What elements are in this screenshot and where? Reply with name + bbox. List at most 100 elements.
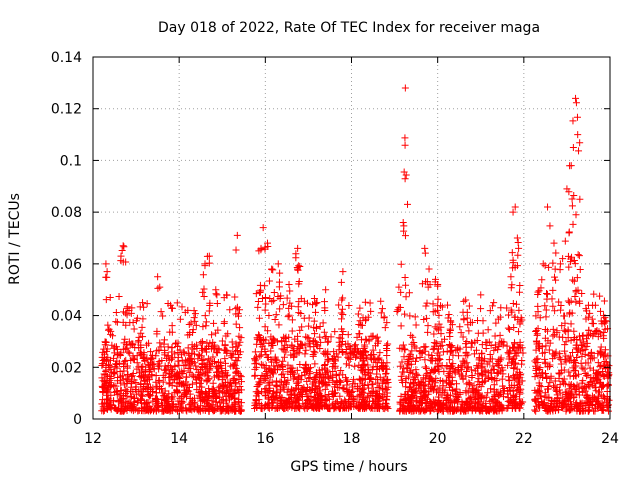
data-point	[205, 307, 213, 315]
data-point	[568, 253, 576, 261]
data-point	[104, 361, 112, 369]
data-point	[503, 342, 511, 350]
data-point	[232, 320, 240, 328]
data-point	[282, 398, 290, 406]
data-point	[133, 359, 141, 367]
data-point	[374, 376, 382, 384]
data-point	[537, 383, 545, 391]
data-point	[587, 374, 595, 382]
data-point	[106, 401, 114, 409]
data-point	[556, 386, 564, 394]
data-point	[416, 407, 424, 415]
data-point	[251, 355, 259, 363]
data-point	[176, 368, 184, 376]
data-point	[251, 355, 259, 363]
data-point	[417, 378, 425, 386]
data-point	[423, 399, 431, 407]
data-point	[203, 252, 211, 260]
data-point	[555, 370, 563, 378]
data-point	[312, 374, 320, 382]
data-point	[422, 302, 430, 310]
data-point	[598, 383, 606, 391]
data-point	[590, 290, 598, 298]
data-point	[378, 364, 386, 372]
data-point	[457, 403, 465, 411]
data-point	[537, 284, 545, 292]
data-point	[124, 362, 132, 370]
data-point	[343, 385, 351, 393]
data-point	[204, 355, 212, 363]
data-point	[439, 377, 447, 385]
data-point	[324, 404, 332, 412]
data-point	[572, 211, 580, 219]
data-point	[508, 249, 516, 257]
data-point	[447, 318, 455, 326]
data-point	[516, 379, 524, 387]
data-point	[605, 396, 613, 404]
data-point	[272, 381, 280, 389]
data-point	[310, 347, 318, 355]
data-point	[546, 379, 554, 387]
data-point	[430, 339, 438, 347]
data-point	[173, 389, 181, 397]
data-point	[434, 295, 442, 303]
data-point	[184, 331, 192, 339]
data-point	[497, 339, 505, 347]
data-point	[510, 354, 518, 362]
data-point	[303, 334, 311, 342]
data-point	[514, 251, 522, 259]
data-point	[557, 360, 565, 368]
data-point	[310, 317, 318, 325]
data-point	[342, 340, 350, 348]
data-point	[404, 388, 412, 396]
data-point	[382, 370, 390, 378]
data-point	[272, 311, 280, 319]
data-point	[550, 239, 558, 247]
data-point	[428, 357, 436, 365]
data-point	[270, 296, 278, 304]
data-point	[418, 378, 426, 386]
data-point	[186, 369, 194, 377]
data-point	[98, 400, 106, 408]
data-point	[421, 244, 429, 252]
data-point	[261, 323, 269, 331]
data-point	[442, 397, 450, 405]
data-point	[211, 389, 219, 397]
data-point	[228, 403, 236, 411]
data-point	[427, 368, 435, 376]
data-point	[203, 395, 211, 403]
data-point	[188, 341, 196, 349]
data-point	[338, 296, 346, 304]
data-point	[189, 326, 197, 334]
data-point	[500, 384, 508, 392]
data-point	[421, 363, 429, 371]
data-point	[570, 327, 578, 335]
data-point	[257, 360, 265, 368]
data-point	[356, 391, 364, 399]
data-point	[513, 365, 521, 373]
data-point	[130, 325, 138, 333]
data-point	[423, 314, 431, 322]
data-point	[231, 293, 239, 301]
data-point	[340, 384, 348, 392]
data-point	[321, 306, 329, 314]
data-point	[435, 311, 443, 319]
data-point	[222, 367, 230, 375]
data-point	[192, 321, 200, 329]
data-point	[478, 370, 486, 378]
data-point	[324, 337, 332, 345]
data-point	[464, 321, 472, 329]
data-point	[111, 369, 119, 377]
data-point	[269, 399, 277, 407]
data-point	[561, 319, 569, 327]
data-point	[279, 402, 287, 410]
data-point	[537, 392, 545, 400]
data-point	[439, 386, 447, 394]
data-point	[474, 400, 482, 408]
data-point	[288, 399, 296, 407]
data-point	[266, 294, 274, 302]
data-point	[564, 297, 572, 305]
data-point	[306, 399, 314, 407]
data-point	[541, 262, 549, 270]
data-point	[549, 350, 557, 358]
